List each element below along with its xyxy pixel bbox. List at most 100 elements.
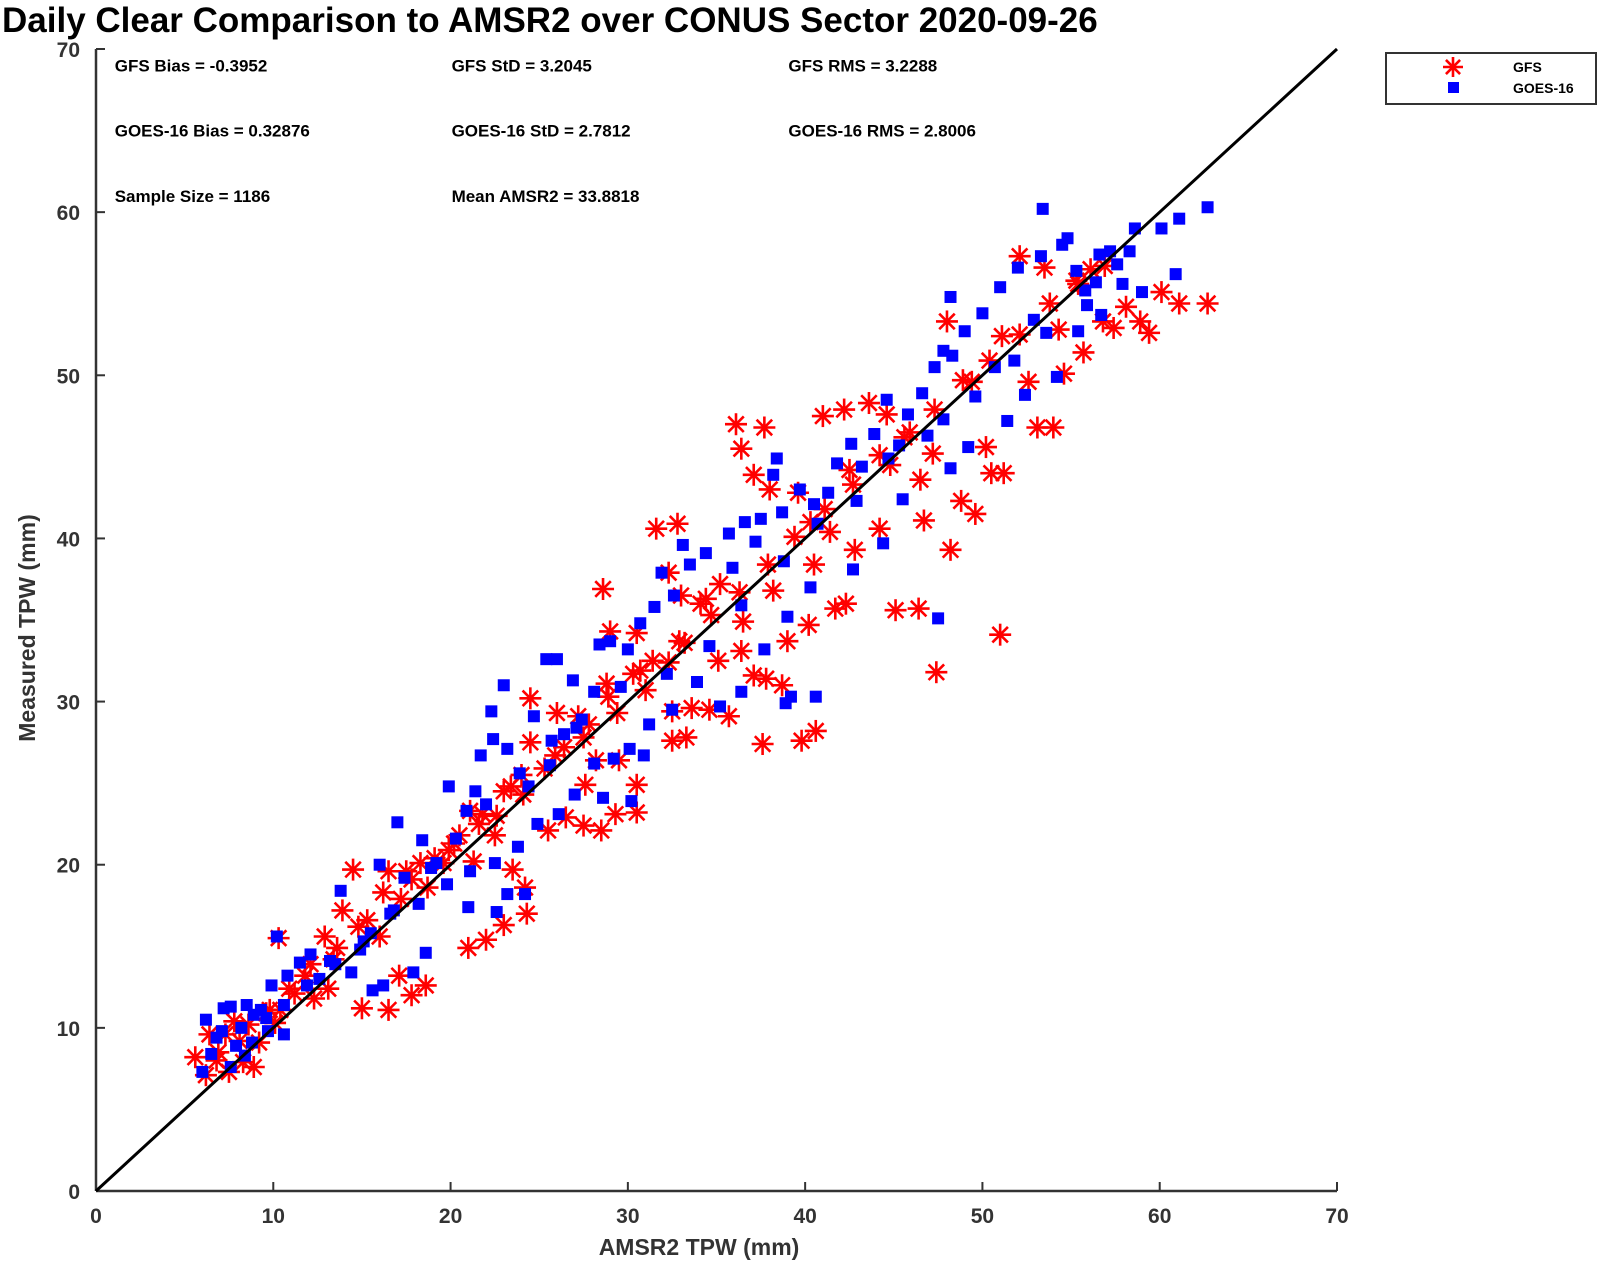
data-point-goes16	[588, 757, 601, 770]
data-point-gfs	[372, 881, 395, 904]
data-point-gfs	[342, 858, 365, 881]
data-point-goes16	[1072, 325, 1085, 338]
data-point-goes16	[293, 956, 306, 969]
data-point-gfs	[572, 814, 595, 837]
data-point-goes16	[1070, 264, 1083, 277]
data-point-gfs	[842, 473, 865, 496]
data-point-goes16	[877, 537, 890, 550]
data-point-goes16	[334, 884, 347, 897]
data-point-goes16	[822, 486, 835, 499]
data-point-goes16	[501, 888, 514, 901]
data-point-goes16	[793, 483, 806, 496]
data-point-goes16	[1011, 261, 1024, 274]
data-point-goes16	[497, 679, 510, 692]
data-point-goes16	[511, 840, 524, 853]
data-point-goes16	[460, 804, 473, 817]
data-point-goes16	[235, 1021, 248, 1034]
data-point-goes16	[804, 581, 817, 594]
stat-annotation: Mean AMSR2 = 33.8818	[452, 187, 640, 206]
data-point-goes16	[1079, 284, 1092, 297]
data-point-gfs	[707, 649, 730, 672]
data-point-goes16	[377, 979, 390, 992]
data-point-gfs	[923, 398, 946, 421]
one-to-one-line	[94, 47, 1339, 1193]
y-tick-label: 20	[57, 855, 80, 878]
y-tick-label: 50	[57, 365, 80, 388]
data-point-gfs	[680, 697, 703, 720]
data-point-goes16	[527, 710, 540, 723]
x-tick-label: 10	[262, 1205, 285, 1228]
data-point-goes16	[621, 643, 634, 656]
data-point-goes16	[449, 832, 462, 845]
stat-annotation: GOES-16 Bias = 0.32876	[115, 122, 310, 141]
data-point-goes16	[270, 930, 283, 943]
data-point-goes16	[540, 653, 553, 666]
stat-annotation: GFS RMS = 3.2288	[788, 56, 937, 75]
data-point-goes16	[634, 617, 647, 630]
data-point-gfs	[483, 824, 506, 847]
y-axis-label: Measured TPW (mm)	[14, 514, 40, 741]
x-tick-label: 50	[971, 1205, 994, 1228]
data-point-goes16	[425, 861, 438, 874]
data-point-goes16	[637, 749, 650, 762]
data-point-goes16	[850, 494, 863, 507]
data-point-goes16	[604, 635, 617, 648]
data-point-goes16	[1001, 414, 1014, 427]
data-point-gfs	[834, 592, 857, 615]
data-point-gfs	[709, 573, 732, 596]
y-tick-label: 40	[57, 528, 80, 551]
data-point-gfs	[797, 613, 820, 636]
stat-annotation: Sample Size = 1186	[115, 187, 270, 206]
data-point-goes16	[703, 640, 716, 653]
data-point-gfs	[592, 578, 615, 601]
y-tick-label: 30	[57, 692, 80, 715]
data-point-goes16	[683, 558, 696, 571]
data-point-goes16	[277, 999, 290, 1012]
data-point-gfs	[1129, 310, 1152, 333]
data-point-goes16	[770, 452, 783, 465]
data-point-gfs	[790, 729, 813, 752]
data-point-gfs	[843, 538, 866, 561]
data-point-goes16	[575, 713, 588, 726]
x-tick-label: 40	[793, 1205, 816, 1228]
data-point-goes16	[625, 795, 638, 808]
data-point-goes16	[648, 600, 661, 613]
data-point-goes16	[1155, 222, 1168, 235]
data-point-goes16	[464, 865, 477, 878]
data-point-gfs	[666, 512, 689, 535]
data-point-goes16	[1050, 370, 1063, 383]
data-point-goes16	[994, 281, 1007, 294]
data-point-goes16	[487, 733, 500, 746]
data-point-goes16	[1034, 250, 1047, 263]
data-point-goes16	[667, 589, 680, 602]
data-point-goes16	[660, 667, 673, 680]
data-point-goes16	[462, 901, 475, 914]
y-tick-label: 10	[57, 1018, 80, 1041]
data-point-goes16	[1036, 202, 1049, 215]
data-point-gfs	[762, 579, 785, 602]
ticks: 0 10 20 30 40 50 60 70 0 10 20 30 40 50 60 70	[57, 39, 1349, 1228]
data-point-goes16	[1061, 232, 1074, 245]
data-point-gfs	[629, 659, 652, 682]
data-point-gfs	[939, 538, 962, 561]
data-point-goes16	[593, 638, 606, 651]
data-point-gfs	[326, 936, 349, 959]
data-point-goes16	[916, 387, 929, 400]
data-point-goes16	[937, 413, 950, 426]
data-point-gfs	[242, 1056, 265, 1079]
data-point-goes16	[988, 361, 1001, 374]
data-point-gfs	[1168, 292, 1191, 315]
data-point-goes16	[550, 653, 563, 666]
stat-annotation: GOES-16 RMS = 2.8006	[788, 122, 976, 141]
data-point-goes16	[1123, 245, 1136, 258]
x-axis-label: AMSR2 TPW (mm)	[599, 1234, 800, 1260]
y-tick-label: 0	[68, 1181, 80, 1204]
data-point-goes16	[690, 675, 703, 688]
data-point-goes16	[976, 307, 989, 320]
data-point-gfs	[742, 463, 765, 486]
data-point-gfs	[803, 553, 826, 576]
data-point-gfs	[499, 775, 522, 798]
data-point-goes16	[588, 685, 601, 698]
chart-title: Daily Clear Comparison to AMSR2 over CON…	[2, 1, 1098, 40]
